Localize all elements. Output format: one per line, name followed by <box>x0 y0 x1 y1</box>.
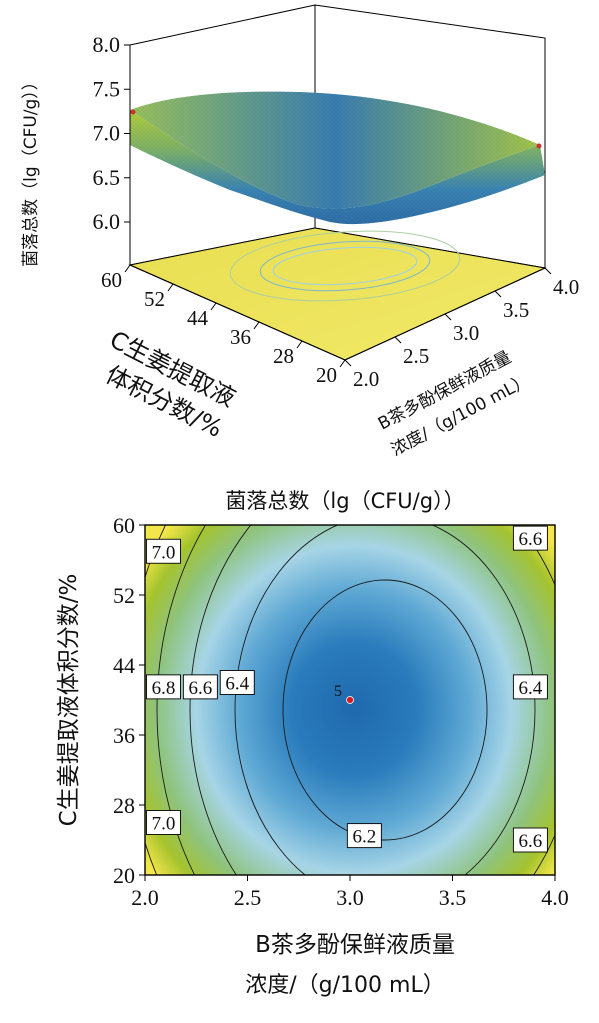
surface-point-left <box>130 109 136 115</box>
c-tick-label: 60 <box>101 268 122 292</box>
surface-plot: 8.0 7.5 7.0 6.5 6.0 菌落总数（lg（CFU/g）） 60 52 44 36… <box>21 4 579 460</box>
contour-label: 6.8 <box>145 674 181 700</box>
c-tick <box>296 340 303 349</box>
design-point: 5 <box>334 683 354 704</box>
svg-text:6.2: 6.2 <box>352 827 376 848</box>
x-tick-label: 4.0 <box>541 885 569 910</box>
z-tick-label: 7.5 <box>93 76 121 101</box>
b-tick <box>494 290 502 298</box>
b-tick <box>444 313 452 321</box>
contour-labels: 7.0 6.8 6.6 6.4 7.0 6.2 6.6 6.4 6.6 <box>145 525 548 853</box>
b-tick-label: 3.5 <box>503 298 529 322</box>
surface-point-right <box>536 143 542 149</box>
y-tick-label: 44 <box>113 653 135 678</box>
contour-plot: 菌落总数（lg（CFU/g）） 7.0 6.8 6.6 6.4 7.0 6.2 6.6 6.4… <box>56 489 569 998</box>
b-tick <box>344 359 352 367</box>
z-tick-label: 8.0 <box>93 32 121 57</box>
contour-label: 7.0 <box>145 538 181 564</box>
c-tick <box>124 264 131 273</box>
c-tick <box>339 359 346 368</box>
design-point-label: 5 <box>334 683 342 700</box>
y-tick-label: 60 <box>113 513 135 538</box>
b-tick-label: 2.0 <box>353 367 379 391</box>
b-axis-ticks: 2.0 2.5 3.0 3.5 4.0 <box>344 267 579 391</box>
c-tick-label: 44 <box>187 306 209 330</box>
svg-text:6.4: 6.4 <box>519 678 543 699</box>
svg-text:6.4: 6.4 <box>225 674 249 695</box>
x-tick-label: 3.5 <box>439 885 467 910</box>
c-tick-label: 52 <box>144 287 165 311</box>
z-tick-label: 6.0 <box>93 209 121 234</box>
contour-lines <box>145 525 555 875</box>
y-tick-label: 20 <box>113 863 135 888</box>
contour-label: 7.0 <box>145 810 181 835</box>
floor-contours <box>229 230 461 302</box>
y-tick-label: 52 <box>113 583 135 608</box>
c-tick <box>167 283 174 292</box>
contour-x-label-line2: 浓度/（g/100 mL） <box>245 973 444 998</box>
contour-label: 6.6 <box>182 674 218 700</box>
contour-label: 6.2 <box>346 823 382 849</box>
svg-text:6.8: 6.8 <box>152 678 176 699</box>
z-tick-label: 7.0 <box>93 121 121 146</box>
design-point-marker <box>346 696 354 704</box>
c-axis-ticks: 60 52 44 36 28 20 <box>101 264 346 387</box>
contour-label: 6.4 <box>219 670 255 695</box>
contour-label: 6.6 <box>512 827 548 853</box>
c-tick-label: 36 <box>230 325 251 349</box>
svg-text:7.0: 7.0 <box>152 542 176 563</box>
b-tick-label: 2.5 <box>403 344 429 368</box>
y-tick-label: 36 <box>113 723 135 748</box>
contour-x-label-line1: B茶多酚保鲜液质量 <box>255 932 455 958</box>
x-tick-label: 2.5 <box>234 885 262 910</box>
b-tick <box>544 267 552 275</box>
z-tick-label: 6.5 <box>93 165 121 190</box>
y-tick-label: 28 <box>113 793 135 818</box>
svg-text:7.0: 7.0 <box>152 814 176 835</box>
svg-text:6.6: 6.6 <box>519 831 543 852</box>
c-tick <box>253 321 260 330</box>
contour-label: 6.4 <box>512 674 548 700</box>
z-axis-label: 菌落总数（lg（CFU/g）） <box>21 73 41 267</box>
c-tick-label: 28 <box>273 344 294 368</box>
svg-text:6.6: 6.6 <box>188 678 212 699</box>
contour-x-ticks: 2.0 2.5 3.0 3.5 4.0 <box>131 875 569 910</box>
c-tick-label: 20 <box>316 363 337 387</box>
contour-y-label: C生姜提取液体积分数/% <box>56 574 82 827</box>
b-tick-label: 4.0 <box>553 275 579 299</box>
contour-y-ticks: 60 52 44 36 28 20 <box>113 513 145 888</box>
svg-text:6.6: 6.6 <box>519 529 543 550</box>
contour-title: 菌落总数（lg（CFU/g）） <box>225 489 464 513</box>
b-tick <box>394 336 402 344</box>
c-tick <box>210 302 217 311</box>
z-axis-ticks: 8.0 7.5 7.0 6.5 6.0 <box>93 32 130 234</box>
x-tick-label: 2.0 <box>131 885 159 910</box>
b-tick-label: 3.0 <box>453 321 479 345</box>
contour-label: 6.6 <box>512 525 548 551</box>
x-tick-label: 3.0 <box>336 885 364 910</box>
